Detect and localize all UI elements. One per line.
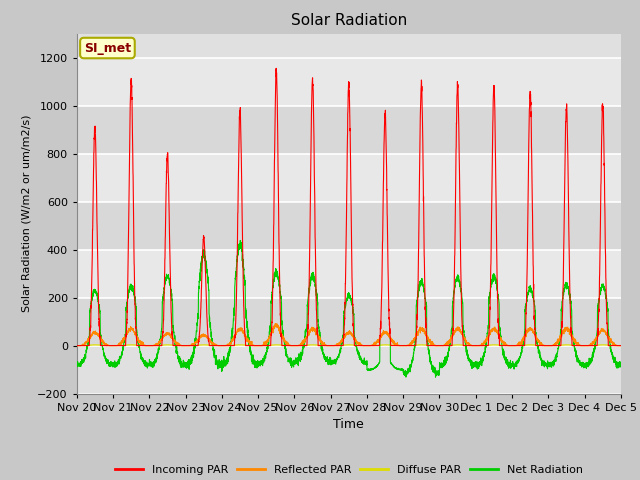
Bar: [77, 154, 621, 202]
Bar: [77, 106, 621, 154]
Legend: Incoming PAR, Reflected PAR, Diffuse PAR, Net Radiation: Incoming PAR, Reflected PAR, Diffuse PAR…: [111, 460, 587, 479]
Y-axis label: Solar Radiation (W/m2 or um/m2/s): Solar Radiation (W/m2 or um/m2/s): [22, 115, 32, 312]
Bar: [77, 202, 621, 250]
Bar: [77, 58, 621, 106]
Bar: [77, 250, 621, 298]
Text: SI_met: SI_met: [84, 42, 131, 55]
X-axis label: Time: Time: [333, 418, 364, 431]
Bar: [77, 298, 621, 346]
Title: Solar Radiation: Solar Radiation: [291, 13, 407, 28]
